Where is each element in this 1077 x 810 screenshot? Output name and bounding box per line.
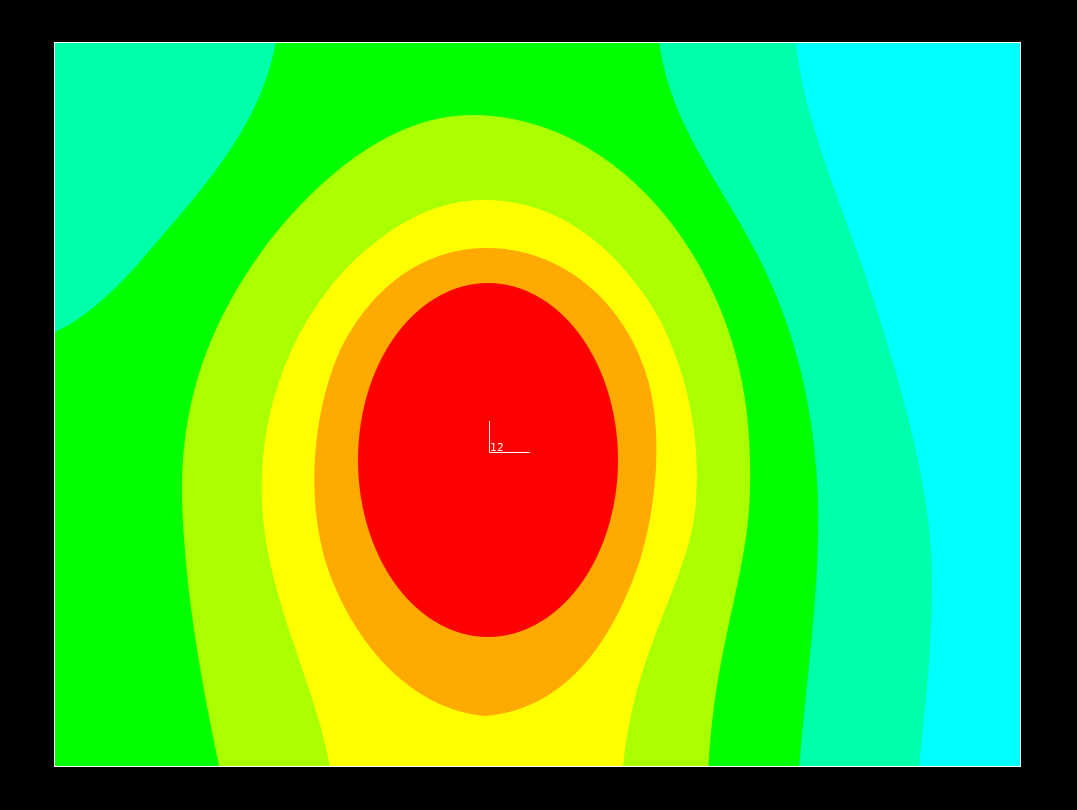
axis-triad-label-2: 2	[497, 441, 504, 454]
axis-triad-label-1: 1	[490, 441, 497, 454]
contour-bands	[54, 42, 1021, 767]
plot-frame	[54, 42, 1021, 767]
axis-triad: 1 2	[489, 421, 530, 454]
contour-band-level-7	[358, 283, 618, 637]
